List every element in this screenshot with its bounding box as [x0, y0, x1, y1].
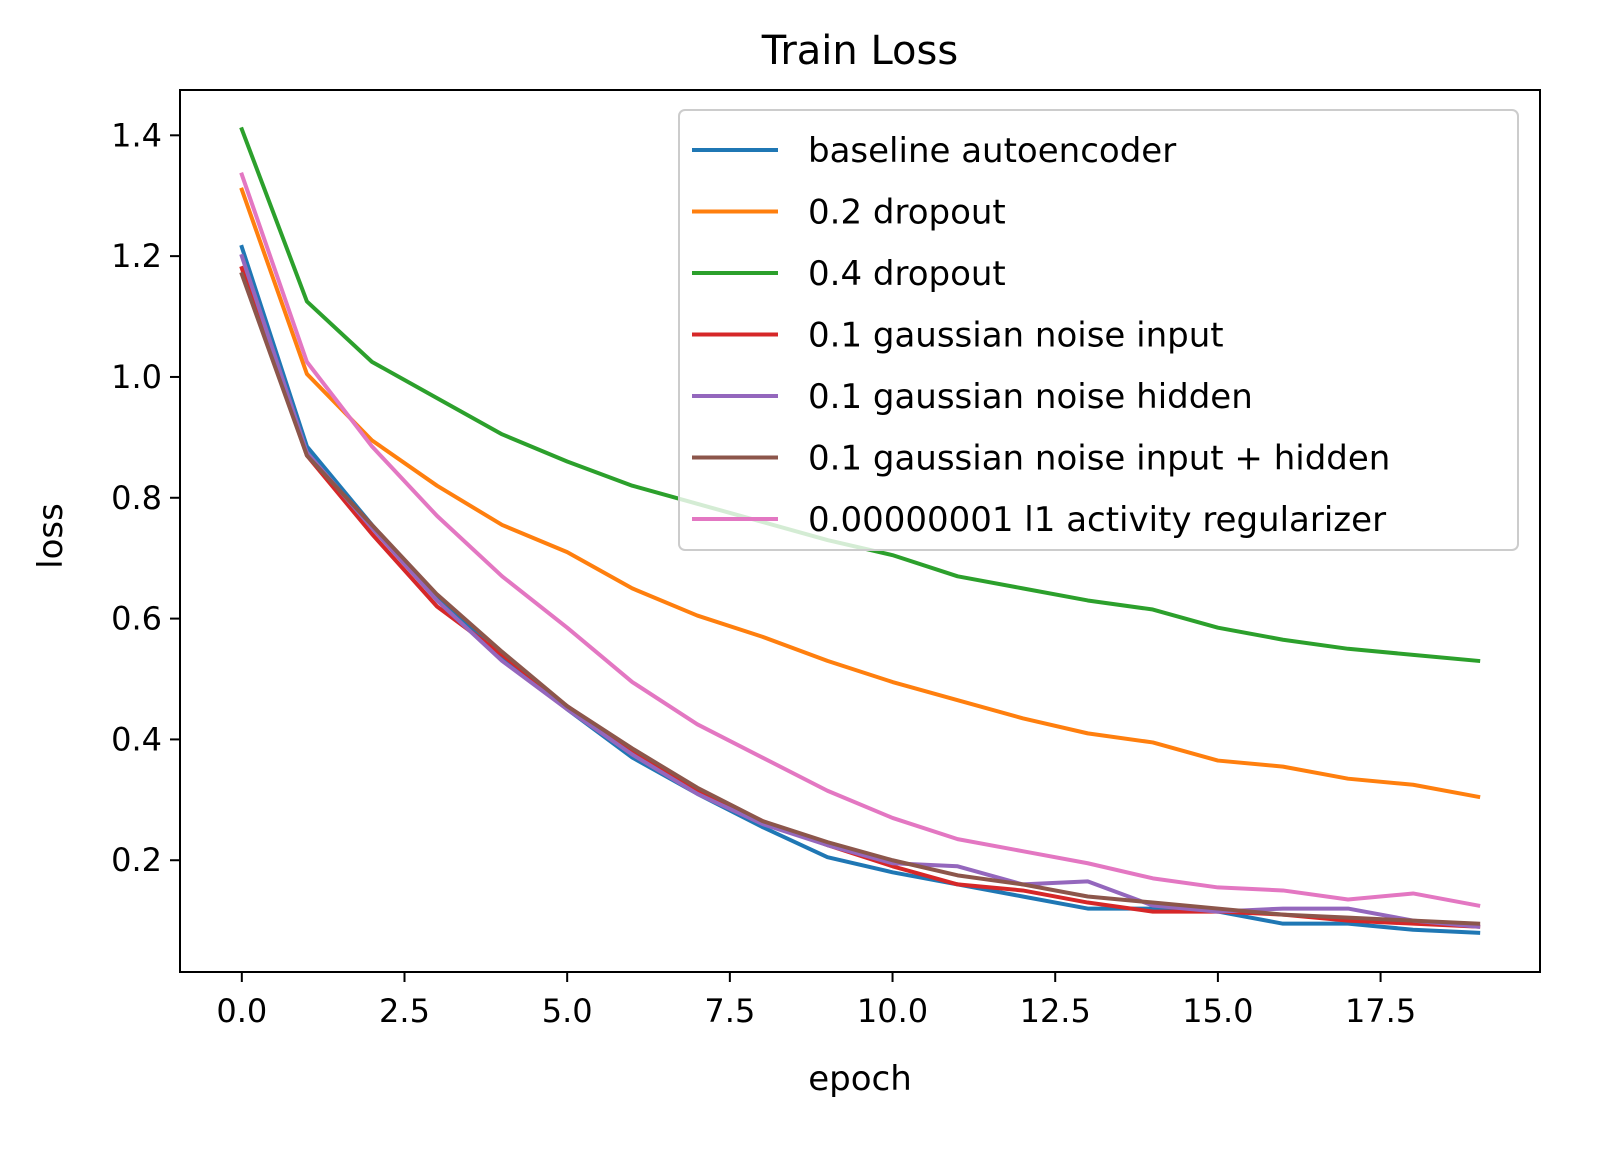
x-tick-label: 10.0 — [857, 992, 928, 1030]
legend-label: 0.00000001 l1 activity regularizer — [808, 500, 1386, 540]
legend-label: 0.1 gaussian noise hidden — [808, 377, 1253, 417]
x-axis-ticks: 0.0 2.5 5.0 7.5 10.0 12.5 15.0 17.5 — [216, 972, 1416, 1030]
y-tick-label: 1.4 — [111, 116, 162, 154]
x-tick-label: 0.0 — [216, 992, 267, 1030]
series-line-7 — [239, 172, 1481, 908]
plot-area-frame — [179, 89, 1541, 973]
x-tick-label: 7.5 — [704, 992, 755, 1030]
legend-label: 0.2 dropout — [808, 193, 1006, 233]
x-tick-label: 5.0 — [542, 992, 593, 1030]
x-axis-label: epoch — [808, 1059, 912, 1099]
y-tick-label: 0.6 — [111, 600, 162, 638]
legend-entries: baseline autoencoder 0.2 dropout 0.4 dropo… — [692, 131, 1390, 540]
series-line-1 — [239, 244, 1481, 935]
chart-title: Train Loss — [761, 28, 958, 74]
legend: baseline autoencoder 0.2 dropout 0.4 dropo… — [678, 109, 1519, 551]
y-axis-ticks: 0.2 0.4 0.6 0.8 1.0 1.2 1.4 — [111, 116, 180, 879]
y-tick-label: 0.2 — [111, 841, 162, 879]
x-tick-label: 17.5 — [1345, 992, 1416, 1030]
x-tick-label: 2.5 — [379, 992, 430, 1030]
series-line-6 — [239, 271, 1481, 926]
y-tick-label: 1.2 — [111, 237, 162, 275]
legend-label: 0.1 gaussian noise input + hidden — [808, 439, 1390, 479]
legend-label: 0.1 gaussian noise input — [808, 316, 1224, 356]
x-tick-label: 15.0 — [1182, 992, 1253, 1030]
series-line-5 — [239, 253, 1481, 929]
y-tick-label: 0.4 — [111, 720, 162, 758]
legend-label: baseline autoencoder — [808, 131, 1176, 171]
x-tick-label: 12.5 — [1020, 992, 1091, 1030]
y-axis-label: loss — [31, 503, 71, 569]
legend-label: 0.4 dropout — [808, 254, 1006, 294]
y-tick-label: 0.8 — [111, 479, 162, 517]
y-tick-label: 1.0 — [111, 358, 162, 396]
legend-box — [678, 109, 1519, 551]
series-line-2 — [239, 187, 1481, 800]
